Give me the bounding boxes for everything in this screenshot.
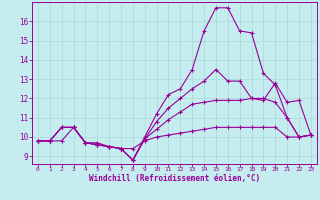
X-axis label: Windchill (Refroidissement éolien,°C): Windchill (Refroidissement éolien,°C): [89, 174, 260, 183]
